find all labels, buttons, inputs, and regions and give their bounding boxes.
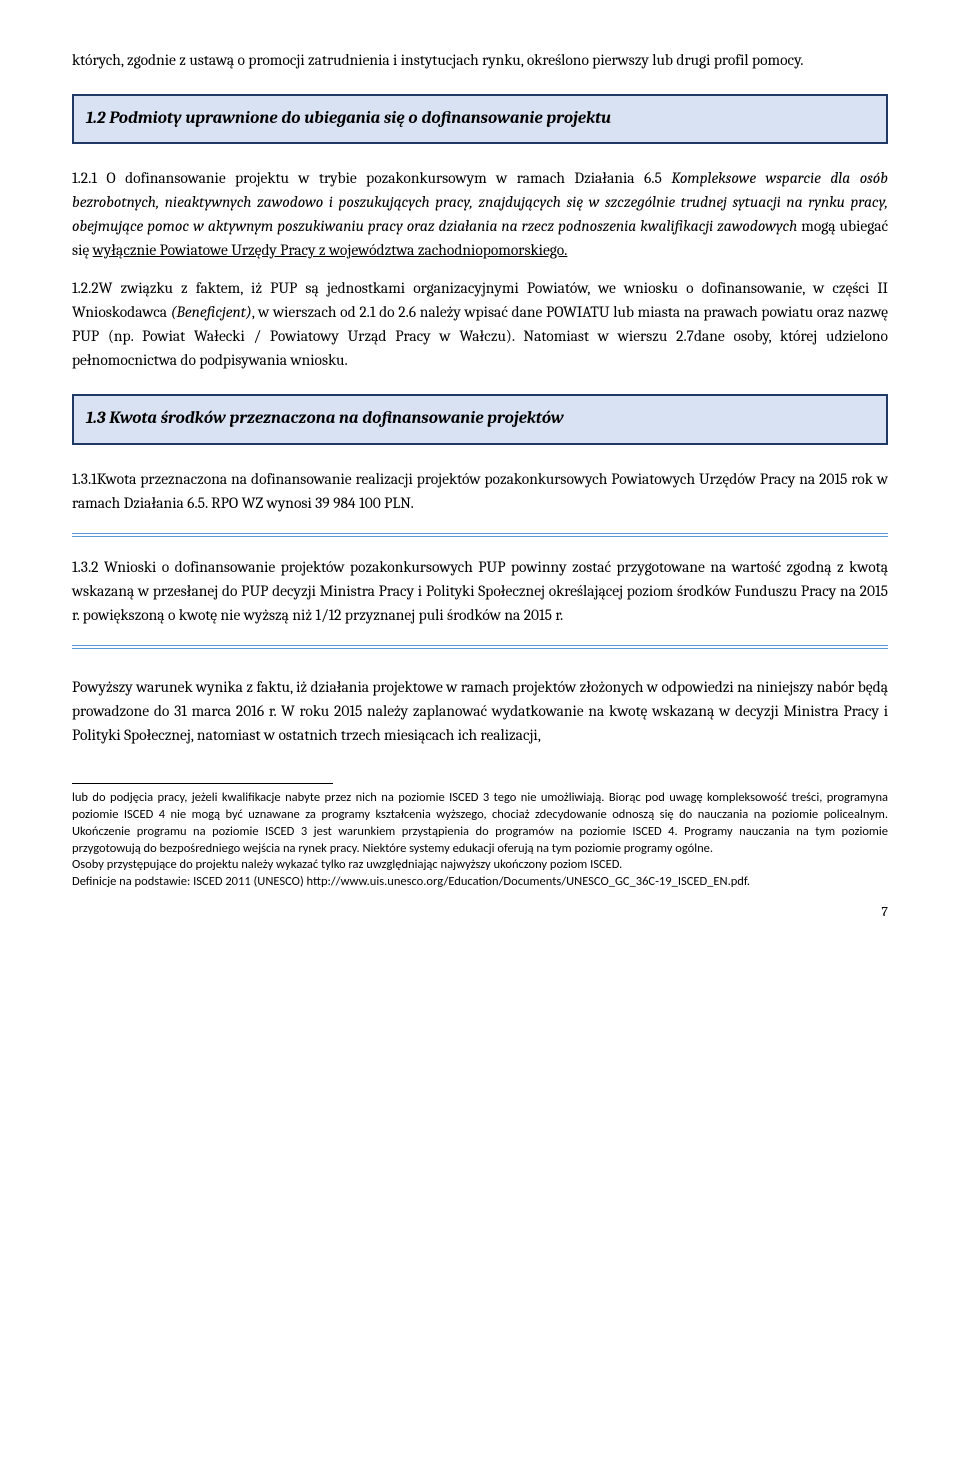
text-lead: 1.2.1 O dofinansowanie projektu w trybie… bbox=[72, 169, 671, 187]
divider-double-top bbox=[72, 533, 888, 537]
footnotes-block: lub do podjęcia pracy, jeżeli kwalifikac… bbox=[72, 790, 888, 891]
paragraph-1-2-2: 1.2.2W związku z faktem, iż PUP są jedno… bbox=[72, 276, 888, 372]
footnote-separator bbox=[72, 783, 333, 784]
text-beneficjent: (Beneficjent) bbox=[171, 303, 252, 321]
footnote-line-3: Definicje na podstawie: ISCED 2011 (UNES… bbox=[72, 874, 888, 891]
section-heading-1-2: 1.2 Podmioty uprawnione do ubiegania się… bbox=[72, 94, 888, 144]
section-heading-1-3: 1.3 Kwota środków przeznaczona na dofina… bbox=[72, 394, 888, 444]
paragraph-1-3-1: 1.3.1Kwota przeznaczona na dofinansowani… bbox=[72, 467, 888, 515]
footnote-line-1: lub do podjęcia pracy, jeżeli kwalifikac… bbox=[72, 790, 888, 858]
paragraph-1-3-2: 1.3.2 Wnioski o dofinansowanie projektów… bbox=[72, 555, 888, 627]
paragraph-1-2-1: 1.2.1 O dofinansowanie projektu w trybie… bbox=[72, 166, 888, 262]
footnote-line-2: Osoby przystępujące do projektu należy w… bbox=[72, 857, 888, 874]
paragraph-condition: Powyższy warunek wynika z faktu, iż dzia… bbox=[72, 675, 888, 747]
divider-double-bottom bbox=[72, 645, 888, 649]
paragraph-intro: których, zgodnie z ustawą o promocji zat… bbox=[72, 48, 888, 72]
text-underline: wyłącznie Powiatowe Urzędy Pracy z wojew… bbox=[93, 241, 568, 259]
page-number: 7 bbox=[72, 901, 888, 923]
